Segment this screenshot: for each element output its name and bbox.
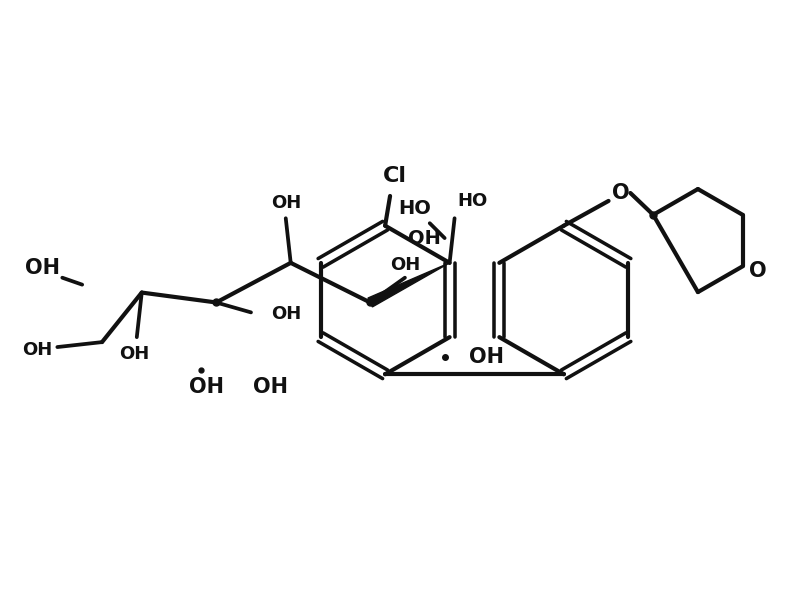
Polygon shape bbox=[368, 263, 450, 307]
Text: HO: HO bbox=[458, 193, 488, 211]
Text: O: O bbox=[749, 261, 766, 281]
Text: O: O bbox=[612, 183, 630, 203]
Text: OH: OH bbox=[254, 377, 288, 397]
Text: Cl: Cl bbox=[383, 166, 407, 186]
Text: OH: OH bbox=[22, 341, 53, 359]
Text: OH: OH bbox=[270, 194, 301, 212]
Text: OH: OH bbox=[408, 229, 442, 248]
Text: OH: OH bbox=[470, 347, 505, 367]
Text: OH: OH bbox=[25, 258, 60, 278]
Text: OH: OH bbox=[390, 256, 420, 274]
Text: OH: OH bbox=[189, 377, 224, 397]
Text: HO: HO bbox=[398, 199, 431, 218]
Text: OH: OH bbox=[118, 345, 149, 363]
Text: OH: OH bbox=[271, 305, 301, 323]
